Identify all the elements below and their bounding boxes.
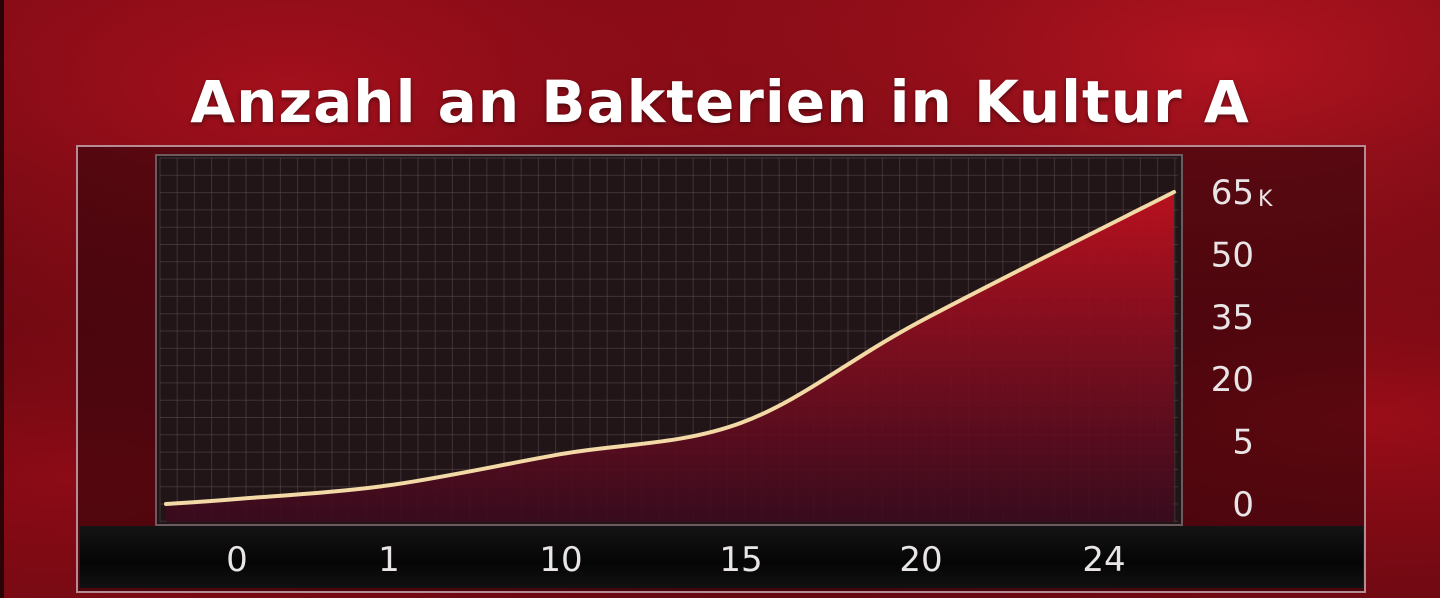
data-point [386, 482, 392, 488]
y-tick-label: 50 [1211, 235, 1254, 275]
chart-title: Anzahl an Bakterien in Kultur A [190, 68, 1250, 136]
series-area [166, 192, 1174, 522]
series-line [164, 190, 1176, 506]
data-point [234, 496, 240, 502]
y-unit-label: K [1258, 187, 1273, 212]
x-tick-label: 24 [1082, 540, 1125, 580]
y-tick-label: 20 [1211, 360, 1254, 400]
x-tick-label: 10 [539, 540, 582, 580]
data-point [918, 318, 924, 324]
left-edge [0, 0, 4, 598]
x-tick-label: 0 [226, 540, 248, 580]
x-tick-label: 1 [378, 540, 400, 580]
x-tick-label: 20 [899, 540, 942, 580]
y-tick-label: 65 [1211, 173, 1254, 213]
data-point [738, 420, 744, 426]
y-tick-label: 0 [1232, 485, 1254, 525]
x-axis-bar [80, 526, 1363, 588]
y-tick-label: 5 [1232, 423, 1254, 463]
y-tick-label: 35 [1211, 298, 1254, 338]
data-point [1171, 189, 1177, 195]
data-point [558, 451, 564, 457]
x-tick-label: 15 [719, 540, 762, 580]
